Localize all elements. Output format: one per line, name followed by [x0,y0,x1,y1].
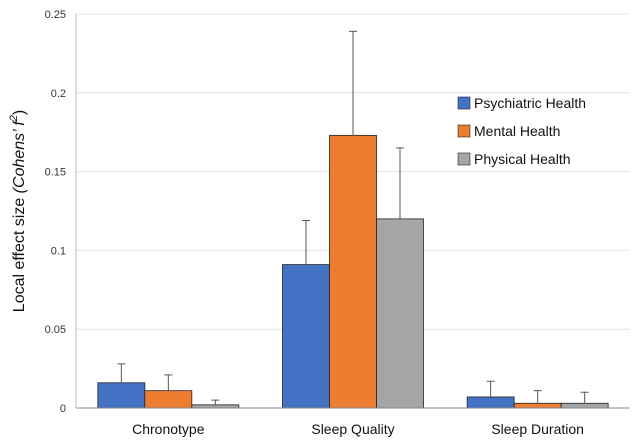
legend-swatch [457,124,471,138]
y-axis-label-main: Local effect size [11,193,28,312]
y-tick-label: 0.1 [51,245,66,257]
bar [97,382,146,409]
legend: Psychiatric Health Mental Health Physical … [457,95,586,167]
y-axis-label-italic: (Cohens’ f [11,120,28,194]
bar [466,396,515,409]
y-tick-label: 0.2 [51,88,66,100]
bars-group [97,134,609,409]
x-category-label: Sleep Quality [311,421,394,437]
bar [513,402,562,409]
x-category-labels: Chronotype Sleep Quality Sleep Duration [132,421,584,437]
legend-label: Psychiatric Health [474,95,586,111]
legend-label: Physical Health [474,151,571,167]
bar [282,264,330,409]
y-tick-label: 0.25 [45,9,66,21]
legend-swatch [457,96,471,110]
bar [144,390,193,409]
bar [329,134,377,409]
legend-swatch [457,152,471,166]
error-bars-group [117,30,589,405]
y-tick-label: 0.05 [45,324,66,336]
y-axis-label: Local effect size (Cohens’ f2) [8,110,28,312]
bar [560,402,609,409]
x-category-label: Sleep Duration [491,421,584,437]
bar [376,218,424,409]
y-tick-label: 0 [60,403,66,415]
x-category-label: Chronotype [132,421,205,437]
y-tick-labels: 0 0.05 0.1 0.15 0.2 0.25 [45,9,66,415]
legend-label: Mental Health [474,123,560,139]
y-axis-label-close: ) [11,110,28,115]
y-tick-label: 0.15 [45,167,66,179]
y-axis-label-superscript: 2 [8,115,20,122]
